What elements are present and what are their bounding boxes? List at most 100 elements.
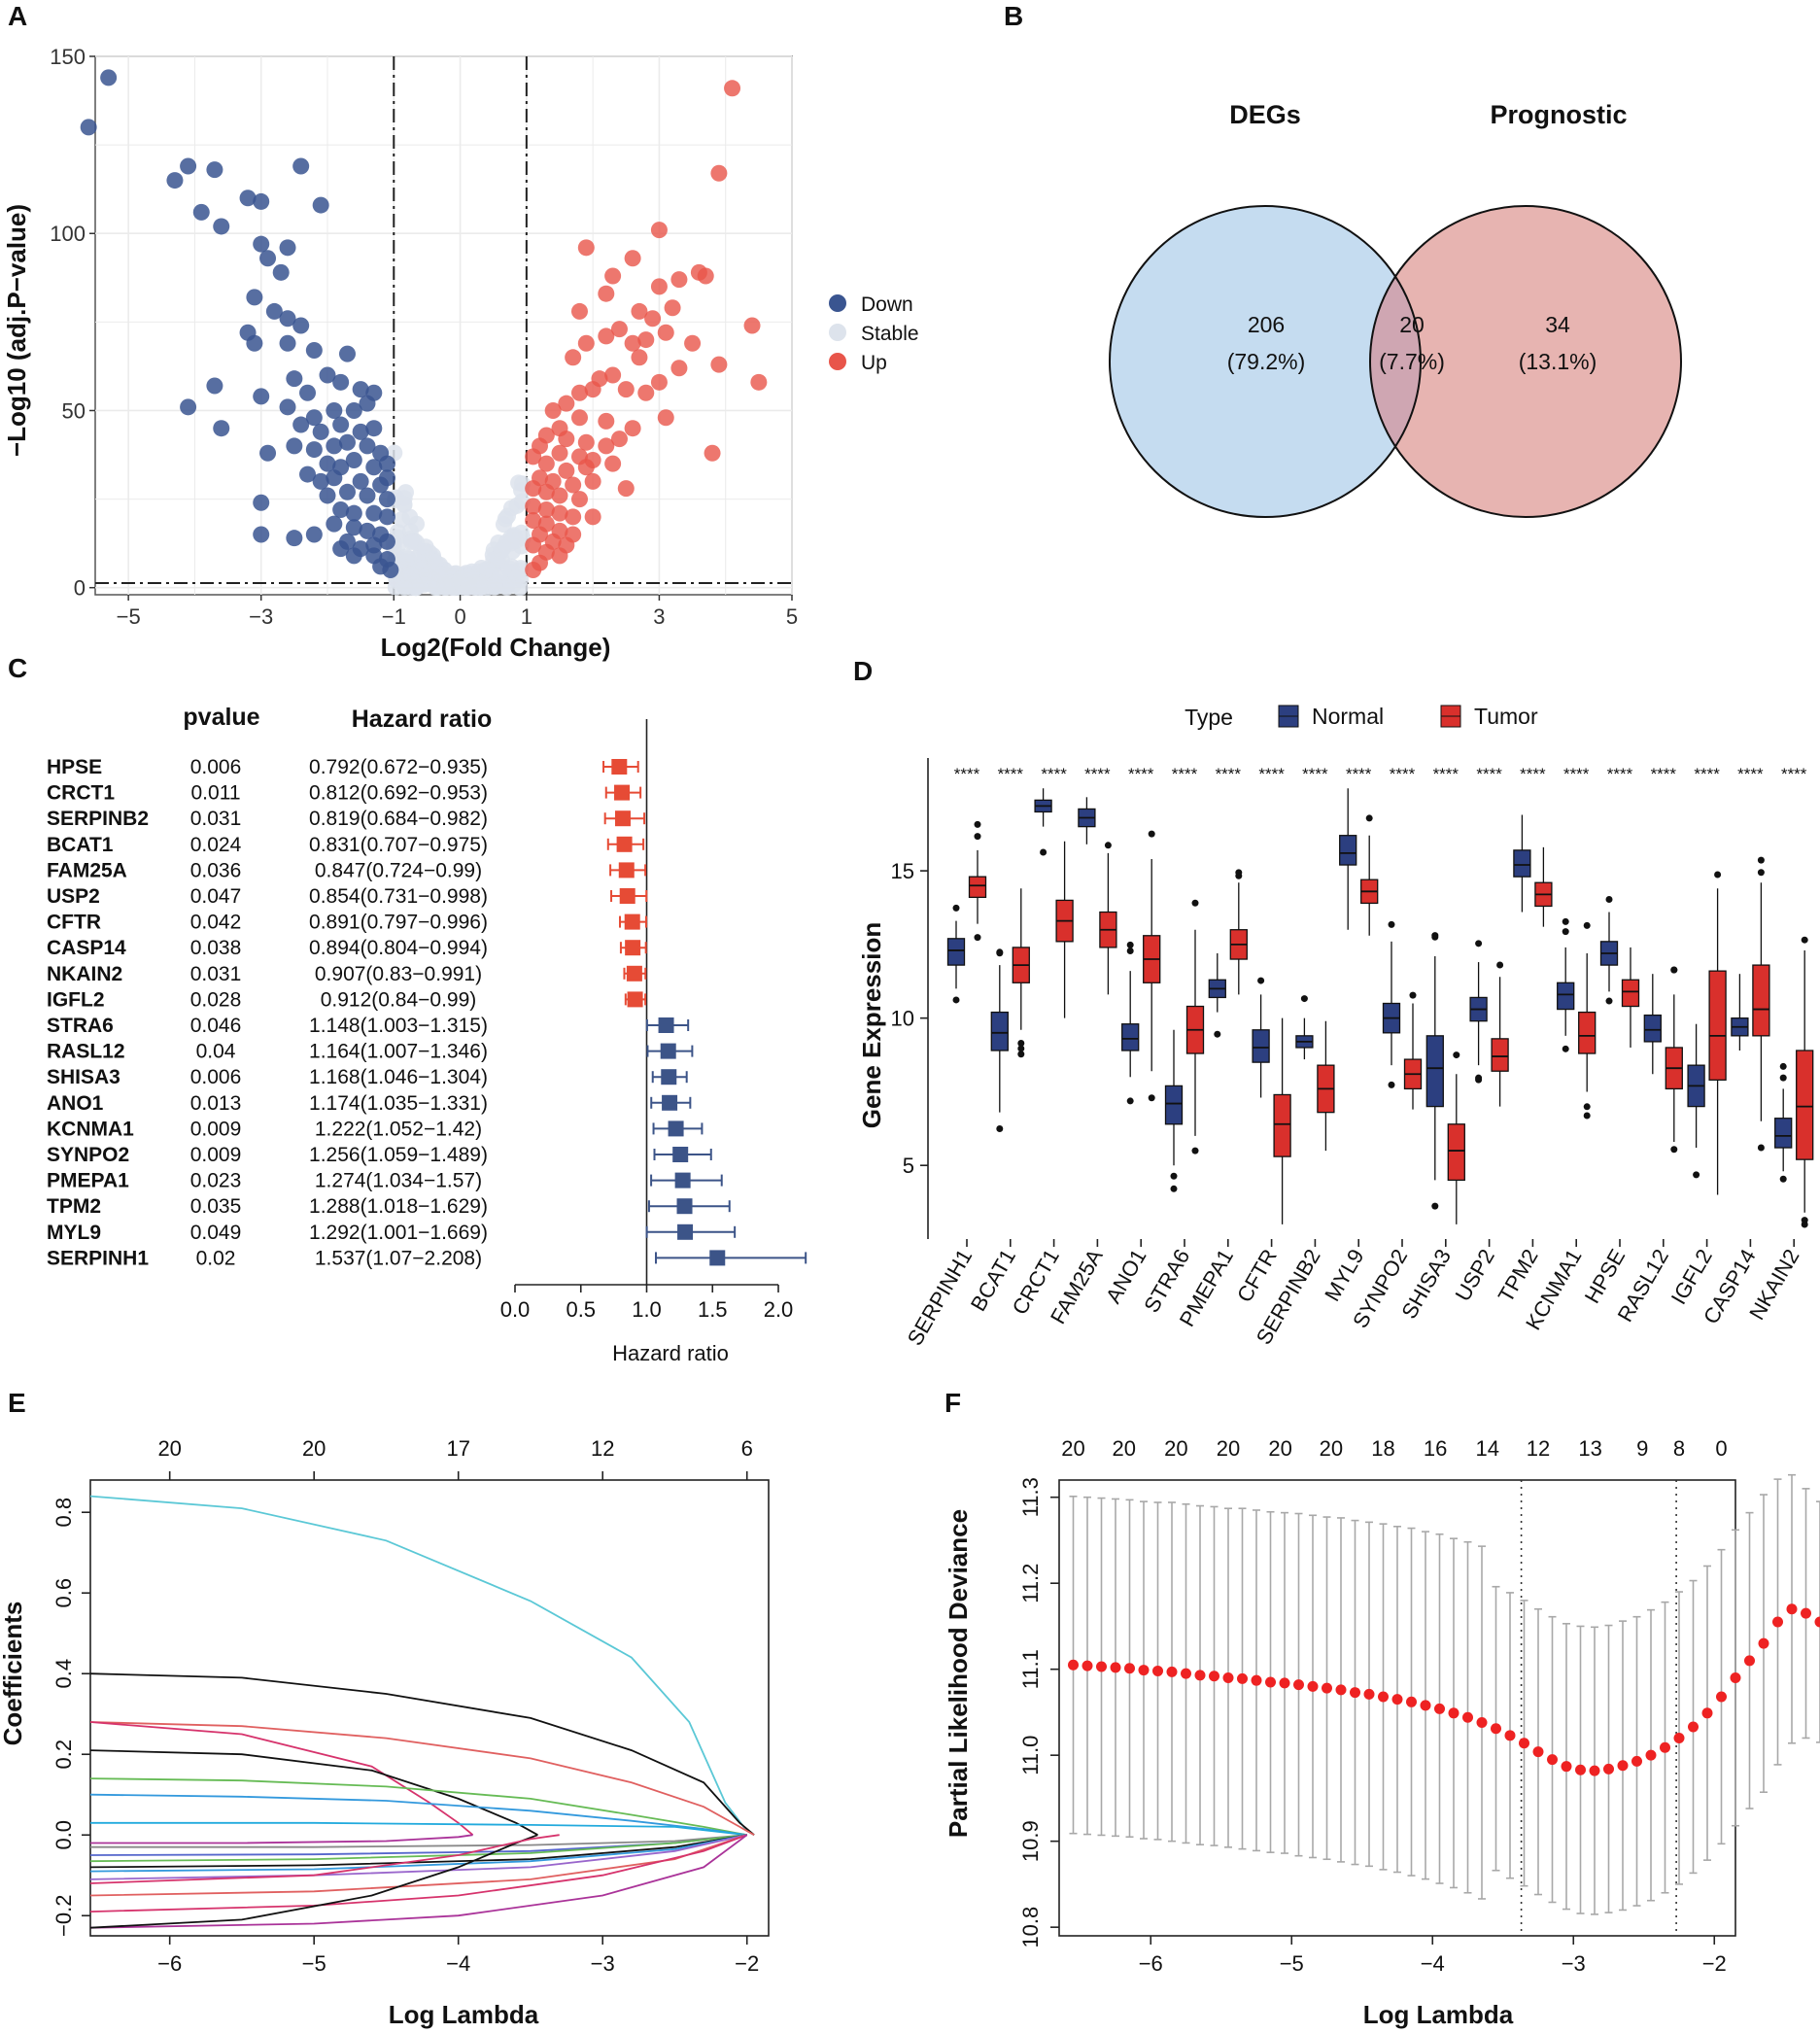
- forest-hr-marker: [614, 784, 631, 801]
- x-tick-label: 3: [653, 604, 665, 629]
- forest-hr-marker: [626, 965, 642, 982]
- up-point: [577, 239, 595, 257]
- forest-hr-text: 1.288(1.018−1.629): [309, 1195, 488, 1218]
- up-point: [624, 420, 641, 437]
- box-outlier: [996, 1125, 1004, 1133]
- forest-tick-label: 2.0: [764, 1297, 794, 1322]
- cv-y-tick-label: 11.0: [1018, 1736, 1043, 1775]
- forest-gene-label: NKAIN2: [47, 963, 122, 985]
- significance-label: ****: [1694, 765, 1720, 783]
- down-point: [365, 459, 383, 476]
- x-tick-label: −3: [249, 604, 273, 629]
- cv-top-tick-label: 12: [1527, 1436, 1550, 1461]
- box-outlier: [1104, 842, 1112, 849]
- cv-mean-point: [1575, 1764, 1586, 1775]
- down-point: [332, 416, 350, 433]
- forest-pvalue: 0.046: [190, 1015, 242, 1037]
- cv-mean-point: [1547, 1754, 1558, 1766]
- stable-point: [394, 510, 411, 528]
- up-point: [650, 222, 668, 239]
- box-outlier: [1605, 997, 1613, 1005]
- down-point: [312, 423, 329, 440]
- up-point: [631, 349, 648, 366]
- cv-mean-point: [1350, 1687, 1360, 1699]
- cv-top-tick-label: 16: [1424, 1436, 1447, 1461]
- lasso-coef-line: [89, 1834, 747, 1863]
- cv-mean-point: [1631, 1755, 1642, 1767]
- volcano-plot: −5 −3 −1 0 1 3 5 0 50 100 150 Log2(Fold Change) −…: [2, 45, 919, 662]
- up-point: [551, 547, 568, 565]
- up-point: [710, 164, 728, 182]
- up-point: [525, 511, 542, 529]
- lasso-coef-line: [89, 1495, 755, 1836]
- up-point: [584, 381, 601, 398]
- forest-tick-label: 0.5: [566, 1297, 596, 1322]
- down-point: [378, 491, 395, 508]
- down-point: [359, 487, 376, 504]
- cv-mean-point: [1772, 1616, 1783, 1628]
- down-point: [365, 547, 383, 565]
- volcano-down-points: [80, 69, 399, 578]
- cv-mean-point: [1406, 1696, 1417, 1707]
- down-point: [272, 263, 290, 281]
- down-point: [365, 504, 383, 522]
- down-point: [213, 420, 230, 437]
- forest-hr-marker: [625, 940, 641, 956]
- up-point: [558, 462, 575, 479]
- down-point: [292, 317, 310, 334]
- down-point: [312, 196, 329, 214]
- forest-pvalue: 0.031: [190, 963, 242, 985]
- box-outlier: [1214, 1030, 1221, 1038]
- up-point: [724, 80, 741, 97]
- forest-pvalue: 0.009: [190, 1144, 242, 1166]
- significance-label: ****: [1390, 765, 1416, 783]
- forest-pvalue: 0.011: [191, 782, 241, 805]
- down-point: [166, 172, 184, 190]
- lasso-x-tick-label: −6: [157, 1951, 182, 1976]
- cv-top-tick-label: 20: [1217, 1436, 1240, 1461]
- cv-mean-point: [1181, 1668, 1191, 1679]
- venn-right-pct: (13.1%): [1519, 349, 1597, 374]
- forest-gene-label: BCAT1: [47, 834, 114, 856]
- stable-point: [403, 579, 421, 597]
- down-point: [338, 433, 356, 451]
- cv-y-label: Partial Likelihood Deviance: [944, 1509, 973, 1838]
- forest-hr-text: 1.222(1.052−1.42): [315, 1118, 482, 1140]
- forest-gene-label: CRCT1: [47, 782, 115, 805]
- volcano-legend: Down Stable Up: [829, 293, 919, 374]
- forest-pvalue: 0.024: [190, 834, 242, 856]
- cv-mean-point: [1603, 1763, 1614, 1775]
- y-tick-label: 100: [50, 222, 86, 246]
- up-point: [631, 302, 648, 320]
- stable-point: [511, 579, 529, 597]
- down-point: [305, 342, 323, 360]
- forest-pvalue: 0.04: [196, 1041, 236, 1063]
- cv-x-tick-label: −4: [1421, 1951, 1445, 1976]
- significance-label: ****: [1651, 765, 1677, 783]
- lasso-y-tick-label: −0.2: [52, 1895, 76, 1937]
- forest-pvalue: 0.049: [190, 1222, 242, 1244]
- up-point: [750, 373, 768, 391]
- down-point: [345, 519, 362, 536]
- lasso-y-tick-label: 0.8: [52, 1498, 76, 1528]
- up-point: [657, 324, 674, 341]
- box-outlier: [1017, 1051, 1025, 1058]
- up-point: [570, 491, 588, 508]
- down-point: [286, 370, 303, 388]
- box-body: [1273, 1093, 1291, 1157]
- cv-x-label: Log Lambda: [1363, 2000, 1514, 2029]
- up-point: [525, 498, 542, 515]
- forest-hr-marker: [672, 1147, 689, 1162]
- cv-top-tick-label: 20: [1320, 1436, 1343, 1461]
- forest-tick-label: 1.0: [632, 1297, 662, 1322]
- down-point: [326, 437, 343, 455]
- forest-hr-marker: [668, 1120, 684, 1137]
- up-point: [598, 327, 615, 345]
- significance-label: ****: [1737, 765, 1764, 783]
- venn-circle-degs: [1110, 206, 1421, 517]
- forest-hr-text: 0.847(0.724−0.99): [315, 859, 482, 881]
- cv-mean-point: [1504, 1730, 1516, 1741]
- down-point: [359, 437, 376, 455]
- down-point: [279, 398, 296, 416]
